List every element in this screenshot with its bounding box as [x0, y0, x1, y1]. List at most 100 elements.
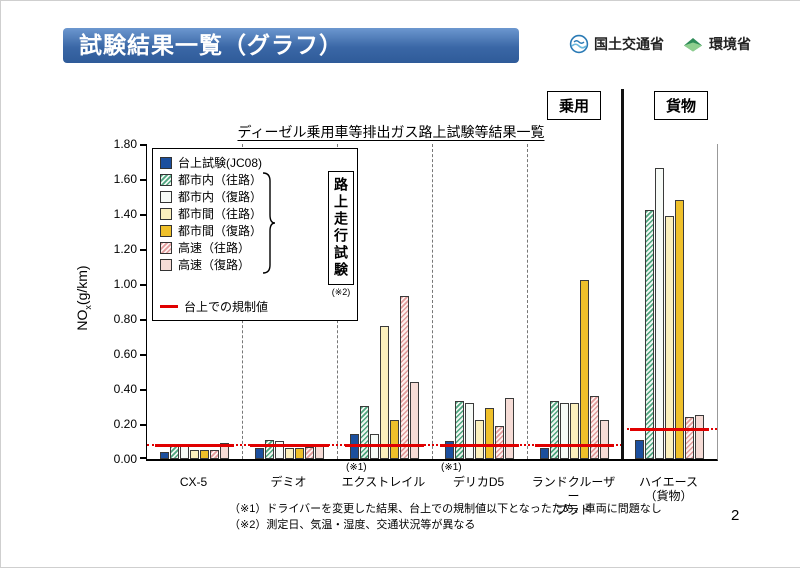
legend-swatch [160, 190, 172, 203]
page-number: 2 [731, 507, 740, 524]
passenger-cargo-divider-line [621, 89, 624, 459]
y-tick-label: 1.40 [113, 207, 137, 221]
category-label: CX-5 [179, 475, 208, 489]
bar-hwy-back [695, 415, 704, 459]
road-test-label-wrap: 路上走行試験 (※2) [278, 171, 404, 298]
y-tick-mark [140, 249, 146, 251]
moe-logo-label: 環境省 [709, 36, 751, 52]
moe-logo: 環境省 [682, 34, 751, 54]
regulation-solid-segment [155, 443, 234, 447]
y-tick-label: 1.20 [113, 242, 137, 256]
legend-label: 高速（復路） [178, 258, 251, 272]
bar-city-out [360, 406, 369, 459]
bar-inter-out [190, 450, 199, 459]
bar-city-out [170, 445, 179, 459]
y-tick-mark [140, 457, 146, 459]
legend-label-regulation: 台上での規制値 [184, 300, 269, 314]
y-tick-label: 1.80 [113, 137, 137, 151]
category-label: ハイエース （貨物） [638, 475, 699, 503]
legend-label: 都市間（復路） [178, 224, 263, 238]
footnotes: （※1）ドライバーを変更した結果、台上での規制値以下となったため、車両に問題なし… [229, 501, 662, 533]
y-tick-mark [140, 179, 146, 181]
bar-bench-blue [445, 441, 454, 459]
category-label: デリカD5 [452, 475, 505, 489]
bar-inter-back [390, 420, 399, 459]
mlit-logo-label: 国土交通省 [594, 36, 664, 52]
category-note: (※1) [346, 462, 367, 473]
legend-label: 都市間（往路） [178, 207, 263, 221]
bar-bench-blue [255, 448, 264, 459]
page-title: 試験結果一覧（グラフ） [63, 28, 519, 63]
bar-hwy-out [305, 447, 314, 459]
y-axis-labels: 1.80 1.60 1.40 1.20 1.00 0.80 0.60 0.40 0.20 0.00 [101, 137, 141, 466]
bar-group-6 [622, 144, 717, 459]
y-tick-mark [140, 319, 146, 321]
category-label: ランドクルーザー プラド [531, 475, 616, 517]
legend-label: 高速（往路） [178, 241, 251, 255]
bar-hwy-out [495, 426, 504, 459]
y-tick-mark [140, 389, 146, 391]
y-tick-label: 0.20 [113, 417, 137, 431]
bar-city-out [645, 210, 654, 459]
legend-item-road-3: 都市間（往路） [160, 205, 262, 222]
bar-inter-out [285, 448, 294, 459]
bar-inter-out [665, 216, 674, 459]
legend-road-group: 都市内（往路） 都市内（復路） 都市間（往路） 都市間（復路） 高速（往路） 高速（復路）… [160, 171, 355, 298]
legend-item-road-4: 都市間（復路） [160, 222, 262, 239]
legend-item-bench-test: 台上試験(JC08) [160, 154, 350, 171]
bar-inter-back [200, 450, 209, 459]
y-tick-label: 1.60 [113, 172, 137, 186]
legend-swatch [160, 224, 172, 237]
category-note [146, 462, 241, 475]
group-separator [527, 144, 528, 459]
bar-city-out [265, 440, 274, 459]
bar-city-out [455, 401, 464, 459]
legend-item-road-1: 都市内（往路） [160, 171, 262, 188]
y-tick-mark [140, 284, 146, 286]
bar-city-back [370, 434, 379, 459]
bar-group-3 [337, 144, 432, 459]
legend-road-items: 都市内（往路） 都市内（復路） 都市間（往路） 都市間（復路） 高速（往路） 高速（復路） [160, 171, 262, 273]
category-note [621, 462, 716, 475]
bar-city-out [550, 401, 559, 459]
bar-city-back [465, 403, 474, 459]
x-axis-labels: CX-5 デミオ (※1) エクストレイル (※1) デリカD5 ランドクルーザー プラド ハイ… [146, 462, 716, 517]
legend-swatch [160, 173, 172, 186]
bar-hwy-back [600, 420, 609, 459]
legend-item-road-5: 高速（往路） [160, 239, 262, 256]
y-tick-label: 0.00 [113, 452, 137, 466]
bar-hwy-out [685, 417, 694, 459]
regulation-solid-segment [440, 443, 519, 447]
bar-hwy-back [315, 445, 324, 459]
x-category-5: ランドクルーザー プラド [526, 462, 621, 517]
legend-swatch [160, 258, 172, 271]
bar-hwy-out [590, 396, 599, 459]
legend-item-regulation: 台上での規制値 [160, 298, 350, 315]
mlit-logo: 国土交通省 [569, 34, 664, 54]
bar-bench-blue [160, 452, 169, 459]
y-tick-mark [140, 354, 146, 356]
legend-item-road-6: 高速（復路） [160, 256, 262, 273]
x-category-1: CX-5 [146, 462, 241, 517]
legend-label: 都市内（往路） [178, 173, 263, 187]
legend-swatch [160, 241, 172, 254]
x-category-2: デミオ [241, 462, 336, 517]
bar-hwy-back [505, 398, 514, 459]
legend-brace-icon [262, 172, 276, 274]
chart-legend: 台上試験(JC08) 都市内（往路） 都市内（復路） 都市間（往路） 都市間（復路） 高… [152, 148, 358, 321]
bar-inter-back [485, 408, 494, 459]
bar-group-4 [432, 144, 527, 459]
category-label: エクストレイル [341, 475, 426, 489]
category-note [526, 462, 621, 475]
ministry-logos: 国土交通省 環境省 [569, 34, 751, 54]
bar-inter-out [380, 326, 389, 459]
group-separator [432, 144, 433, 459]
bar-city-back [180, 445, 189, 459]
road-test-group-label: 路上走行試験 [328, 171, 355, 285]
passenger-class-box: 乗用 [547, 91, 602, 120]
y-tick-label: 1.00 [113, 277, 137, 291]
y-tick-mark [140, 144, 146, 146]
y-tick-label: 0.60 [113, 347, 137, 361]
bar-inter-back [295, 448, 304, 459]
